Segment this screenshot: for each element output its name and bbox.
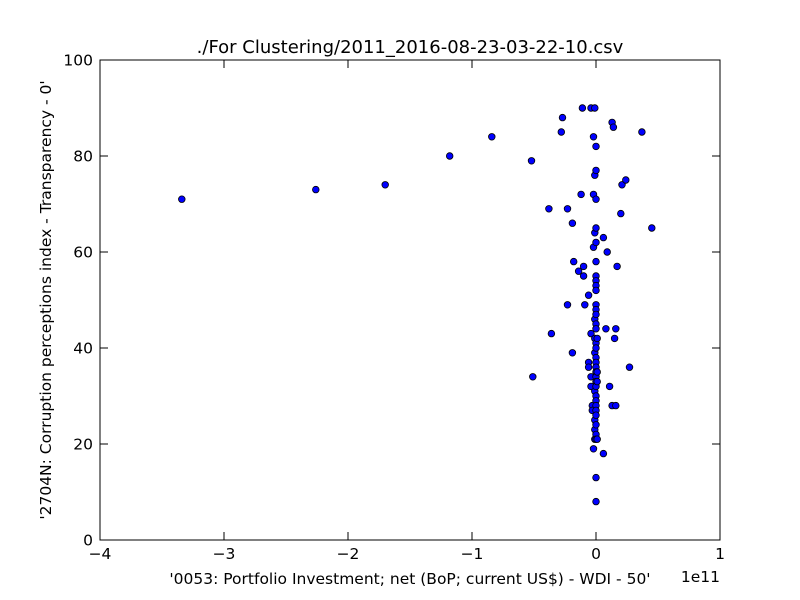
data-point [563, 205, 572, 213]
data-point [612, 325, 620, 333]
data-point [592, 473, 600, 482]
data-point [599, 449, 608, 458]
data-point [592, 195, 600, 203]
data-point [592, 224, 600, 232]
data-point [577, 190, 585, 199]
data-point [589, 133, 598, 141]
data-point [579, 272, 588, 280]
data-point [625, 363, 634, 371]
data-point [603, 248, 611, 256]
data-point [563, 301, 572, 309]
data-point [638, 128, 646, 136]
data-point [609, 123, 618, 131]
chart-title: ./For Clustering/2011_2016-08-23-03-22-1… [197, 37, 624, 58]
data-point [617, 209, 625, 218]
y-tick-label: 20 [73, 436, 93, 454]
data-point [648, 224, 656, 232]
data-point [558, 113, 567, 122]
plot-frame [99, 59, 721, 541]
data-point [592, 257, 600, 266]
y-axis-label: '2704N: Corruption perceptions index - T… [37, 80, 55, 519]
data-point [592, 411, 600, 419]
data-point [381, 181, 389, 189]
data-point [591, 104, 599, 112]
x-scale-label: 1e11 [681, 568, 720, 586]
x-tick-label: −2 [337, 545, 360, 563]
data-point [592, 344, 600, 352]
data-point [570, 257, 578, 266]
data-point [592, 325, 600, 333]
x-tick-label: −4 [89, 545, 112, 563]
data-point [529, 373, 537, 381]
data-point [581, 301, 589, 309]
data-point [592, 286, 600, 295]
data-point [592, 421, 600, 429]
x-tick-label: 0 [591, 545, 601, 563]
data-points [178, 104, 656, 506]
data-point [622, 176, 630, 184]
data-point [610, 334, 619, 343]
data-point [527, 157, 536, 165]
x-axis-label: '0053: Portfolio Investment; net (BoP; c… [169, 570, 650, 588]
y-tick-label: 40 [73, 340, 93, 358]
y-tick-label: 0 [83, 532, 93, 550]
x-tick-label: −3 [213, 545, 236, 563]
data-point [312, 185, 320, 194]
data-point [592, 238, 600, 247]
data-point [593, 435, 601, 443]
data-point [618, 181, 626, 189]
data-point [545, 205, 553, 213]
x-tick-label: −1 [461, 545, 484, 563]
data-point [178, 195, 186, 203]
data-point [568, 349, 577, 357]
x-tick-label: 1 [715, 545, 725, 563]
data-point [589, 445, 598, 453]
data-point [592, 497, 600, 506]
data-point [592, 166, 600, 175]
data-point [613, 262, 621, 271]
data-point [488, 133, 496, 141]
data-point [593, 377, 601, 386]
y-tick-label: 60 [73, 244, 93, 262]
data-point [446, 152, 454, 160]
data-point [547, 329, 556, 338]
data-point [578, 104, 587, 112]
data-point [592, 310, 600, 319]
y-tick-label: 80 [73, 148, 93, 166]
data-point [592, 142, 600, 151]
data-point [593, 368, 601, 376]
data-point [568, 219, 577, 227]
data-point [574, 267, 583, 275]
data-point [579, 262, 588, 271]
data-point [587, 329, 595, 338]
data-point [584, 363, 593, 371]
data-point [593, 334, 601, 343]
data-point [599, 233, 608, 242]
data-point [605, 382, 614, 391]
data-point [602, 325, 610, 333]
data-point [612, 401, 620, 410]
data-point [584, 291, 593, 299]
data-point [557, 128, 565, 136]
y-tick-label: 100 [63, 52, 93, 70]
